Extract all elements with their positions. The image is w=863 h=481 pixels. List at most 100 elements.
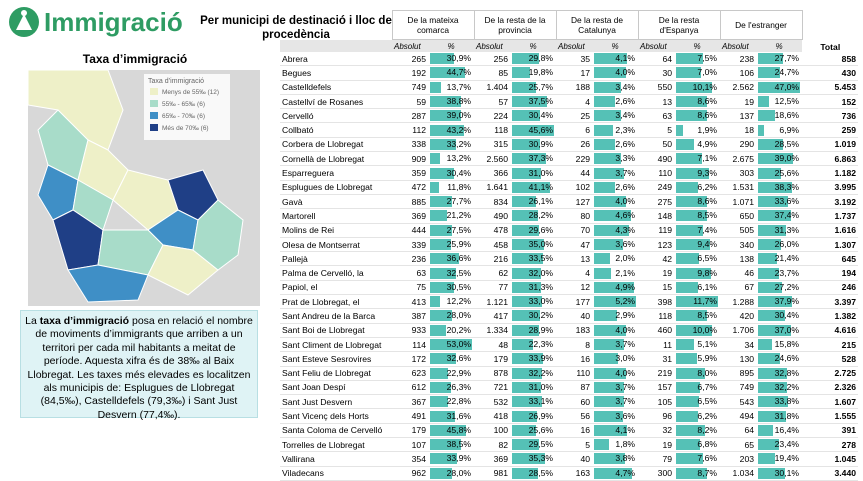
data-bar bbox=[430, 96, 461, 108]
absolute-cell: 229 bbox=[556, 151, 593, 167]
absolute-cell: 157 bbox=[638, 380, 675, 396]
percent-text: 39,0% bbox=[446, 110, 471, 121]
percent-text: 5,9% bbox=[697, 353, 718, 364]
total-cell: 4.616 bbox=[802, 323, 859, 338]
percent-text: 30,4% bbox=[774, 310, 800, 321]
absolute-cell: 256 bbox=[474, 52, 510, 67]
percent-text: 8,7% bbox=[697, 467, 718, 478]
percent-text: 9,3% bbox=[697, 167, 718, 178]
subheader: Absolut bbox=[720, 39, 757, 52]
percent-cell: 2,1% bbox=[592, 265, 639, 281]
absolute-cell: 444 bbox=[392, 223, 428, 238]
subheader-row: Absolut% Absolut% Absolut% Absolut% Absolut% bbox=[280, 39, 858, 52]
percent-box: 3,6% bbox=[594, 410, 636, 422]
percent-box: 26,9% bbox=[512, 410, 554, 422]
percent-cell: 35,0% bbox=[510, 237, 557, 253]
municipality: Castellví de Rosanes bbox=[280, 94, 392, 110]
percent-text: 39,0% bbox=[774, 153, 800, 164]
data-bar bbox=[430, 253, 459, 265]
percent-cell: 1,9% bbox=[674, 122, 721, 138]
absolute-cell: 114 bbox=[392, 337, 428, 353]
percent-cell: 4,0% bbox=[592, 323, 639, 338]
percent-cell: 8,5% bbox=[674, 208, 721, 224]
absolute-cell: 110 bbox=[556, 366, 593, 381]
absolute-cell: 107 bbox=[392, 437, 428, 453]
percent-text: 6,7% bbox=[697, 381, 718, 392]
percent-box: 1,9% bbox=[676, 124, 718, 136]
group-header: De la resta de la provincia bbox=[473, 10, 557, 40]
total-cell: 1.182 bbox=[802, 165, 859, 181]
absolute-cell: 340 bbox=[720, 237, 757, 253]
data-bar bbox=[430, 110, 461, 122]
percent-text: 4,0% bbox=[615, 196, 636, 207]
percent-box: 28,0% bbox=[430, 467, 472, 479]
percent-text: 29,8% bbox=[528, 53, 554, 64]
percent-text: 24,7% bbox=[774, 67, 800, 78]
municipality: Sant Feliu de Llobregat bbox=[280, 366, 392, 381]
percent-cell: 3,3% bbox=[592, 151, 639, 167]
percent-cell: 2,9% bbox=[592, 308, 639, 324]
data-bar bbox=[512, 281, 541, 293]
percent-box: 8,5% bbox=[676, 210, 718, 222]
percent-cell: 30,9% bbox=[510, 137, 557, 153]
data-bar bbox=[758, 367, 788, 379]
absolute-cell: 62 bbox=[474, 265, 510, 281]
table-row: Palma de Cervelló, la 63 32,5% 62 32,0% 4 2,1%… bbox=[280, 265, 859, 281]
absolute-cell: 19 bbox=[638, 265, 675, 281]
data-bar bbox=[512, 324, 539, 336]
percent-box: 3,4% bbox=[594, 110, 636, 122]
total-cell: 1.607 bbox=[802, 394, 859, 410]
municipality: Gavà bbox=[280, 194, 392, 210]
percent-cell: 3,6% bbox=[592, 408, 639, 424]
data-bar bbox=[430, 453, 457, 465]
absolute-cell: 96 bbox=[638, 408, 675, 424]
percent-cell: 5,1% bbox=[674, 337, 721, 353]
percent-box: 6,5% bbox=[676, 253, 718, 265]
percent-box: 9,3% bbox=[676, 167, 718, 179]
absolute-cell: 35 bbox=[556, 52, 593, 67]
municipality: Castelldefels bbox=[280, 80, 392, 95]
table-row: Corbera de Llobregat 338 33,2% 315 30,9% 26 2,… bbox=[280, 137, 859, 153]
data-bar bbox=[430, 67, 466, 79]
percent-cell: 8,0% bbox=[674, 366, 721, 381]
percent-text: 18,6% bbox=[774, 110, 800, 121]
percent-cell: 29,6% bbox=[510, 223, 557, 238]
data-bar bbox=[594, 339, 624, 351]
absolute-cell: 100 bbox=[474, 423, 510, 439]
data-bar bbox=[512, 439, 540, 451]
percent-text: 11,8% bbox=[447, 181, 471, 192]
data-bar bbox=[758, 439, 779, 451]
table-row: Sant Vicenç dels Horts 491 31,6% 418 26,9% 56… bbox=[280, 408, 859, 424]
percent-text: 3,7% bbox=[615, 396, 636, 407]
percent-box: 11,7% bbox=[676, 296, 719, 308]
percent-cell: 9,4% bbox=[674, 237, 721, 253]
percent-box: 5,2% bbox=[594, 296, 637, 308]
absolute-cell: 354 bbox=[392, 451, 428, 467]
percent-cell: 2,6% bbox=[592, 137, 639, 153]
percent-text: 3,7% bbox=[615, 167, 636, 178]
percent-text: 6,5% bbox=[697, 253, 718, 264]
absolute-cell: 127 bbox=[556, 194, 593, 210]
percent-text: 25,9% bbox=[446, 239, 471, 249]
absolute-cell: 8 bbox=[556, 337, 593, 353]
absolute-cell: 478 bbox=[474, 223, 510, 238]
percent-box: 3,7% bbox=[594, 339, 636, 351]
data-bar bbox=[512, 367, 542, 379]
percent-text: 9,8% bbox=[697, 267, 718, 278]
percent-text: 13,2% bbox=[446, 153, 471, 164]
percent-text: 38,5% bbox=[446, 439, 471, 450]
percent-text: 19,4% bbox=[774, 453, 800, 464]
absolute-cell: 300 bbox=[638, 466, 675, 481]
percent-box: 41,1% bbox=[512, 181, 554, 193]
data-bar bbox=[676, 310, 707, 322]
percent-cell: 5,9% bbox=[674, 351, 721, 367]
percent-text: 4,6% bbox=[615, 210, 636, 221]
absolute-cell: 67 bbox=[720, 280, 757, 296]
data-bar bbox=[676, 339, 695, 351]
percent-cell: 44,7% bbox=[428, 65, 474, 81]
percent-text: 25,6% bbox=[774, 167, 800, 178]
percent-text: 3,0% bbox=[615, 353, 636, 364]
table-row: Olesa de Montserrat 339 25,9% 458 35,0% 47 3,6… bbox=[280, 237, 859, 253]
percent-text: 37,9% bbox=[774, 296, 800, 307]
percent-box: 30,4% bbox=[512, 110, 554, 122]
